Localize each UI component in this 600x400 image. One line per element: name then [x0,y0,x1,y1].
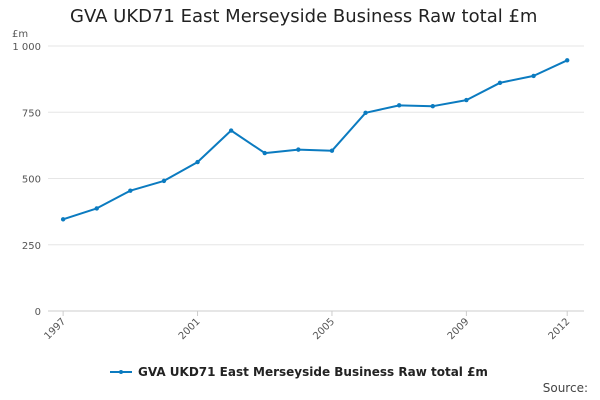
x-tick-label: 2005 [311,316,337,342]
data-point[interactable] [228,128,234,133]
data-point[interactable] [60,217,66,222]
y-tick-label: 0 [35,307,41,318]
x-tick-label: 1997 [42,316,68,342]
data-point[interactable] [296,147,301,152]
data-point[interactable] [94,206,99,211]
x-tick-label: 2009 [446,316,472,342]
data-point[interactable] [497,80,503,86]
data-point[interactable] [430,103,435,109]
y-tick-label: 500 [22,175,41,186]
data-point[interactable] [128,188,133,193]
gridlines [48,45,584,246]
x-tick-label: 2012 [547,316,573,342]
series-line [62,59,568,221]
y-tick-label: 250 [22,241,41,252]
chart-title: GVA UKD71 East Merseyside Business Raw t… [70,6,538,27]
y-unit-label: £m [12,29,28,40]
y-tick-label: 750 [22,108,41,119]
data-point[interactable] [161,178,167,184]
data-point[interactable] [564,58,570,63]
data-point[interactable] [329,148,335,153]
legend-line-icon [110,366,132,378]
y-tick-labels: 0 250 500 750 1 000 [12,42,41,318]
data-point[interactable] [262,150,267,156]
data-point[interactable] [195,159,200,165]
legend[interactable]: GVA UKD71 East Merseyside Business Raw t… [110,364,488,380]
x-tick-labels: 1997 2001 2005 2009 2012 [42,311,572,342]
legend-label: GVA UKD71 East Merseyside Business Raw t… [138,365,488,379]
x-tick-label: 2001 [177,316,203,342]
source-label: Source: [542,381,588,395]
data-point[interactable] [396,103,402,108]
data-point[interactable] [464,97,469,103]
data-point[interactable] [531,73,536,79]
series-layer [60,58,570,222]
data-point[interactable] [363,110,368,115]
y-tick-label: 1 000 [12,42,41,53]
